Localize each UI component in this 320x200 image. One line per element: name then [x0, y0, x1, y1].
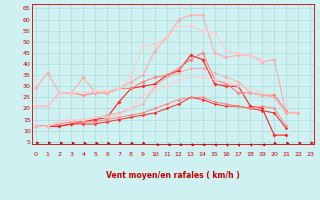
X-axis label: Vent moyen/en rafales ( km/h ): Vent moyen/en rafales ( km/h ): [106, 171, 240, 180]
